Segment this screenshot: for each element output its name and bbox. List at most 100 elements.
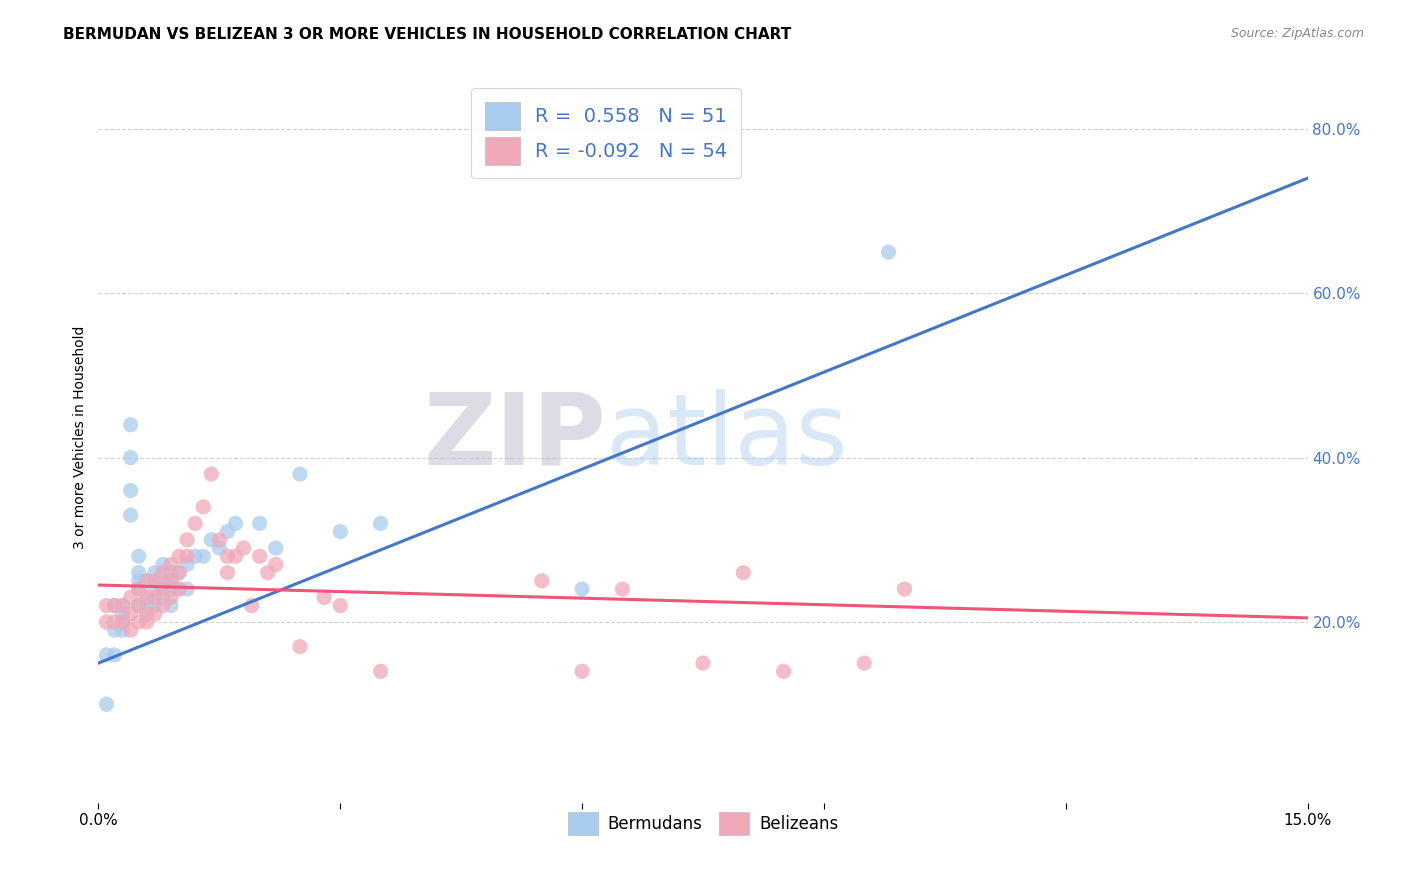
Point: [208, 533, 231, 547]
Point: [329, 599, 352, 613]
Point: [571, 582, 593, 596]
Point: [152, 582, 174, 596]
Point: [176, 582, 198, 596]
Point: [103, 648, 125, 662]
Point: [152, 591, 174, 605]
Point: [152, 566, 174, 580]
Point: [128, 599, 150, 613]
Point: [184, 549, 207, 564]
Point: [772, 665, 794, 679]
Point: [120, 450, 142, 465]
Point: [193, 549, 215, 564]
Point: [530, 574, 553, 588]
Point: [143, 607, 166, 621]
Point: [103, 599, 125, 613]
Point: [143, 591, 166, 605]
Point: [240, 599, 263, 613]
Point: [128, 566, 150, 580]
Point: [370, 665, 392, 679]
Point: [152, 558, 174, 572]
Point: [217, 549, 239, 564]
Point: [135, 591, 157, 605]
Point: [160, 574, 183, 588]
Point: [167, 582, 190, 596]
Point: [200, 467, 222, 481]
Point: [217, 524, 239, 539]
Point: [135, 574, 157, 588]
Point: [128, 582, 150, 596]
Point: [135, 591, 157, 605]
Point: [128, 574, 150, 588]
Point: [135, 599, 157, 613]
Text: Source: ZipAtlas.com: Source: ZipAtlas.com: [1230, 27, 1364, 40]
Point: [135, 574, 157, 588]
Point: [370, 516, 392, 531]
Point: [103, 615, 125, 629]
Point: [96, 648, 118, 662]
Point: [120, 483, 142, 498]
Point: [160, 582, 183, 596]
Y-axis label: 3 or more Vehicles in Household: 3 or more Vehicles in Household: [73, 326, 87, 549]
Point: [733, 566, 755, 580]
Point: [128, 599, 150, 613]
Point: [193, 500, 215, 514]
Point: [152, 582, 174, 596]
Point: [692, 656, 714, 670]
Point: [120, 417, 142, 432]
Point: [96, 599, 118, 613]
Point: [200, 533, 222, 547]
Point: [111, 607, 134, 621]
Point: [143, 582, 166, 596]
Point: [288, 640, 311, 654]
Text: ZIP: ZIP: [423, 389, 606, 485]
Point: [152, 599, 174, 613]
Point: [176, 549, 198, 564]
Text: atlas: atlas: [606, 389, 848, 485]
Point: [167, 566, 190, 580]
Point: [249, 549, 271, 564]
Point: [176, 533, 198, 547]
Point: [167, 549, 190, 564]
Point: [176, 558, 198, 572]
Point: [893, 582, 915, 596]
Point: [143, 574, 166, 588]
Point: [135, 615, 157, 629]
Point: [111, 615, 134, 629]
Point: [208, 541, 231, 555]
Point: [120, 624, 142, 638]
Point: [103, 599, 125, 613]
Point: [120, 591, 142, 605]
Point: [314, 591, 336, 605]
Point: [264, 558, 287, 572]
Point: [120, 607, 142, 621]
Point: [329, 524, 352, 539]
Point: [143, 566, 166, 580]
Point: [135, 607, 157, 621]
Point: [111, 615, 134, 629]
Point: [288, 467, 311, 481]
Point: [135, 607, 157, 621]
Point: [184, 516, 207, 531]
Point: [103, 624, 125, 638]
Point: [160, 566, 183, 580]
Point: [111, 599, 134, 613]
Point: [111, 624, 134, 638]
Point: [571, 665, 593, 679]
Point: [249, 516, 271, 531]
Point: [128, 549, 150, 564]
Point: [96, 697, 118, 711]
Point: [853, 656, 876, 670]
Point: [167, 566, 190, 580]
Point: [111, 599, 134, 613]
Point: [96, 615, 118, 629]
Point: [160, 558, 183, 572]
Point: [120, 508, 142, 523]
Point: [160, 574, 183, 588]
Point: [217, 566, 239, 580]
Point: [128, 582, 150, 596]
Point: [224, 549, 246, 564]
Point: [256, 566, 278, 580]
Point: [167, 582, 190, 596]
Point: [152, 574, 174, 588]
Point: [128, 615, 150, 629]
